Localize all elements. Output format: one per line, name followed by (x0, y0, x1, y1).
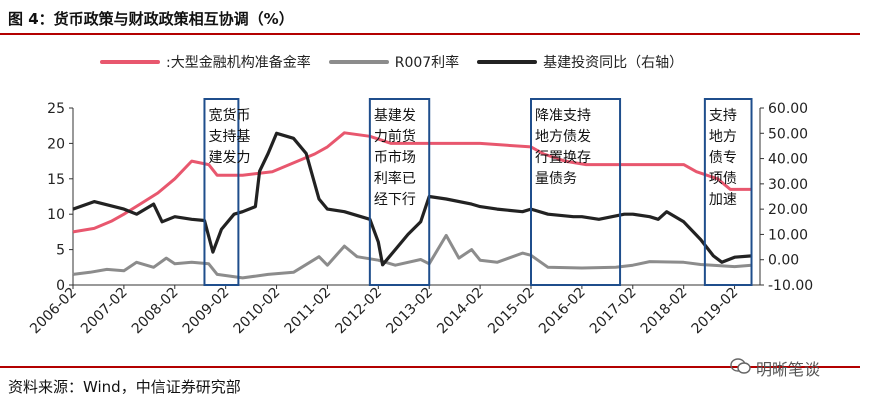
annotation-text: 力前货 (374, 128, 416, 145)
right-tick-label: 20.00 (768, 202, 808, 218)
legend-item-infra: 基建投资同比（右轴） (477, 52, 683, 72)
annotation-text: 经下行 (374, 192, 416, 208)
annotation-text: 加速 (709, 192, 737, 208)
right-tick-label: -10.00 (768, 278, 813, 294)
top-rule (0, 33, 860, 35)
chart-svg: 0 5 10 15 20 25 -10.00 0.00 10.00 20.00 30.00 40.00… (27, 98, 813, 338)
annotation-text: 地方 (709, 129, 737, 145)
legend-label-rrr: :大型金融机构准备金率 (166, 55, 311, 71)
figure-title: 图 4：货币政策与财政政策相互协调（%） (8, 10, 294, 28)
left-tick-label: 0 (56, 278, 65, 294)
x-tick-label: 2012-02 (332, 285, 385, 338)
wechat-icon (730, 357, 752, 379)
series-line-infra (72, 131, 752, 267)
legend-label-infra: 基建投资同比（右轴） (543, 55, 684, 71)
left-tick-label: 10 (47, 207, 65, 223)
x-tick-label: 2014-02 (434, 285, 487, 338)
legend-swatch-rrr (100, 60, 160, 64)
bottom-rule (0, 366, 860, 368)
left-tick-label: 25 (47, 101, 65, 117)
annotation-text: 项债 (709, 171, 737, 187)
legend-item-rrr: :大型金融机构准备金率 (100, 52, 311, 72)
x-tick-label: 2017-02 (587, 285, 640, 338)
x-tick-label: 2011-02 (282, 285, 335, 338)
series-line-r007 (72, 233, 752, 280)
annotation-text: 宽货币 (208, 107, 250, 124)
source-note: 资料来源：Wind，中信证券研究部 (8, 378, 241, 396)
right-tick-label: 60.00 (768, 101, 808, 117)
annotation-text: 行置换存 (535, 149, 591, 166)
annotation-text: 支持 (709, 108, 737, 124)
left-tick-label: 15 (47, 172, 65, 188)
legend: :大型金融机构准备金率 R007利率 基建投资同比（右轴） (100, 52, 683, 72)
left-tick-label: 5 (56, 243, 65, 259)
legend-item-r007: R007利率 (328, 52, 460, 72)
right-tick-label: 50.00 (768, 126, 808, 142)
x-tick-label: 2008-02 (129, 285, 182, 338)
annotation-box (368, 98, 431, 286)
annotation-text: 建发力 (208, 150, 250, 166)
x-tick-label: 2015-02 (485, 285, 538, 338)
annotation-text: 地方债发 (535, 129, 591, 145)
annotation-text: 量债务 (535, 171, 577, 187)
legend-label-r007: R007利率 (394, 55, 460, 71)
annotation-text: 币市场 (374, 149, 416, 166)
right-tick-label: 30.00 (768, 177, 808, 193)
watermark-text: 明晰笔谈 (756, 360, 821, 379)
annotation-text: 基建发 (374, 107, 416, 124)
right-tick-label: 0.00 (768, 253, 799, 269)
annotation-text: 债专 (709, 150, 737, 166)
series-line-rrr (72, 131, 752, 234)
x-tick-label: 2016-02 (536, 285, 589, 338)
right-tick-label: 40.00 (768, 152, 808, 168)
annotation-text: 支持基 (208, 128, 250, 145)
x-tick-label: 2010-02 (231, 285, 284, 338)
annotation-text: 利率已 (374, 170, 416, 187)
x-tick-label: 2013-02 (383, 285, 436, 338)
legend-swatch-infra (477, 60, 538, 64)
x-tick-label: 2019-02 (689, 285, 742, 338)
left-tick-label: 20 (47, 136, 65, 152)
x-tick-label: 2018-02 (638, 285, 691, 338)
watermark: 明晰笔谈 (730, 356, 820, 380)
legend-swatch-r007 (328, 60, 389, 64)
x-tick-label: 2007-02 (78, 285, 131, 338)
x-tick-label: 2006-02 (27, 285, 80, 338)
right-tick-label: 10.00 (768, 227, 808, 243)
annotation-box (530, 98, 622, 286)
annotation-box (703, 98, 753, 286)
x-tick-label: 2009-02 (180, 285, 233, 338)
annotation-box (203, 98, 240, 286)
annotation-text: 降准支持 (535, 108, 591, 124)
